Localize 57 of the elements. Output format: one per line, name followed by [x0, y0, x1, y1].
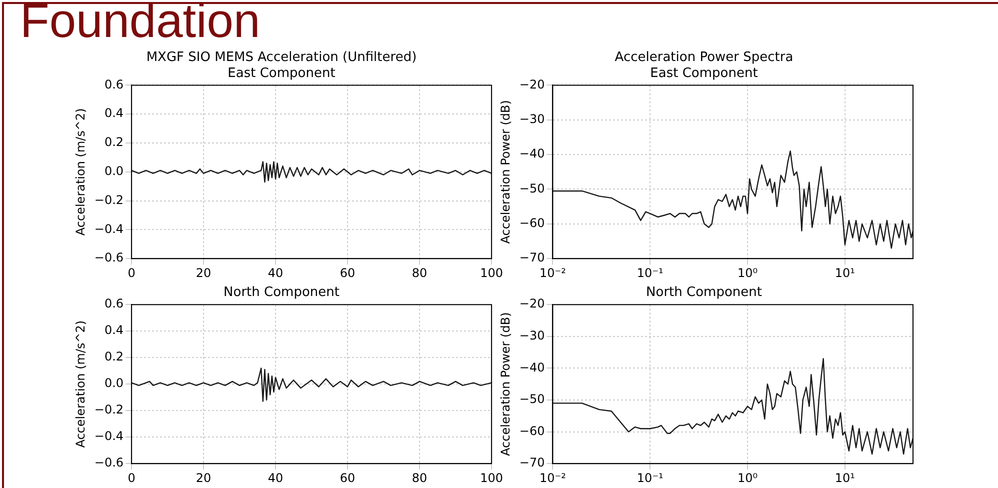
y-tick-label: −50 [519, 392, 545, 406]
x-tick-label: 10⁻² [540, 470, 566, 485]
y-tick-label: −0.2 [94, 402, 124, 417]
x-tick-label: 10¹ [834, 266, 856, 280]
y-tick-label: 0.6 [104, 77, 124, 92]
y-tick-label: −0.2 [94, 192, 124, 207]
x-tick-label: 10⁰ [737, 266, 758, 280]
x-tick-label: 10¹ [834, 470, 856, 485]
y-tick-label: 0.2 [104, 350, 124, 364]
x-tick-label: 10⁻¹ [636, 266, 664, 280]
x-tick-label: 40 [268, 266, 284, 280]
chart-title: North Component [646, 285, 762, 300]
y-tick-label: 0.2 [104, 135, 124, 150]
x-tick-label: 20 [196, 266, 212, 280]
y-axis-title: Acceleration (m/s^2) [73, 108, 88, 236]
y-tick-label: −40 [519, 360, 545, 374]
y-tick-label: −70 [519, 456, 545, 470]
y-axis-title: Acceleration Power (dB) [498, 100, 512, 244]
chart-title: Acceleration Power Spectra [614, 50, 794, 66]
y-tick-label: 0.0 [104, 164, 124, 178]
x-tick-label: 80 [412, 266, 428, 280]
y-tick-label: 0.0 [104, 376, 124, 390]
y-tick-label: −40 [519, 146, 545, 161]
x-tick-label: 100 [480, 470, 503, 485]
x-tick-label: 60 [340, 470, 356, 485]
y-tick-label: 0.4 [104, 323, 124, 338]
y-tick-label: −20 [519, 77, 545, 92]
x-tick-label: 20 [196, 470, 212, 485]
chart-subtitle: East Component [650, 66, 758, 81]
y-tick-label: −0.6 [94, 456, 124, 470]
y-tick-label: −0.4 [94, 429, 124, 444]
y-tick-label: −0.6 [94, 250, 124, 265]
y-tick-label: 0.4 [104, 106, 124, 120]
y-tick-label: −60 [519, 424, 545, 438]
x-tick-label: 10⁰ [737, 470, 758, 485]
y-tick-label: 0.6 [104, 296, 124, 311]
x-tick-label: 0 [128, 470, 136, 485]
y-axis-title: Acceleration (m/s^2) [73, 320, 88, 448]
y-tick-label: −60 [519, 216, 545, 230]
y-tick-label: −0.4 [94, 222, 124, 236]
x-tick-label: 60 [340, 266, 356, 280]
y-tick-label: −70 [519, 250, 545, 265]
y-axis-title: Acceleration Power (dB) [498, 312, 512, 456]
x-tick-label: 40 [268, 470, 284, 485]
x-tick-label: 80 [412, 470, 428, 485]
x-tick-label: 100 [480, 266, 503, 280]
y-tick-label: −20 [519, 296, 545, 311]
chart-title: MXGF SIO MEMS Acceleration (Unfiltered) [146, 50, 417, 66]
x-tick-label: 0 [128, 266, 136, 280]
y-tick-label: −50 [519, 181, 545, 196]
y-tick-label: −30 [519, 112, 545, 126]
x-tick-label: 10⁻¹ [636, 470, 664, 485]
y-tick-label: −30 [519, 328, 545, 343]
chart-subtitle: East Component [228, 66, 336, 81]
text: Foundation [20, 0, 260, 49]
x-tick-label: 10⁻² [540, 266, 566, 280]
chart-title: North Component [224, 285, 340, 300]
